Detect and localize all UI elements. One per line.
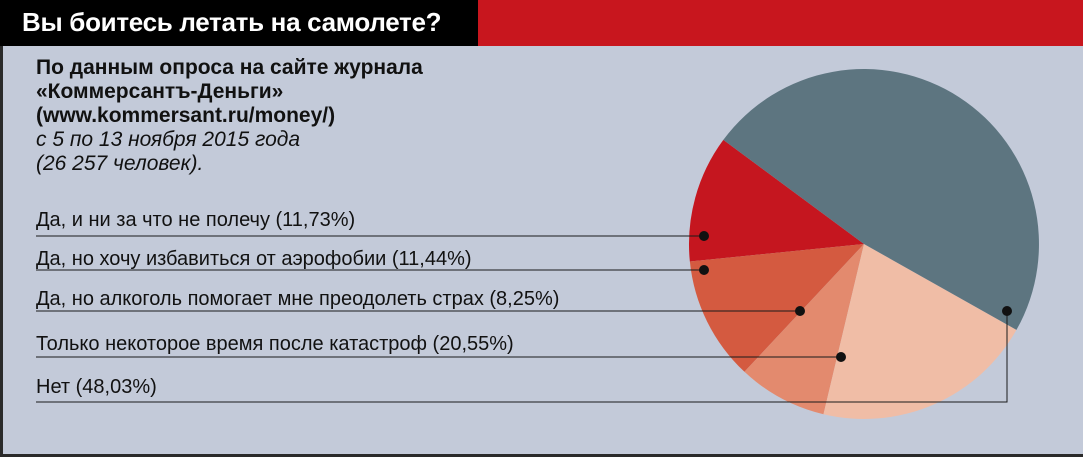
chart-title: Вы боитесь летать на самолете? [22, 7, 442, 37]
leader-dot-2 [699, 265, 709, 275]
leader-dot-5 [1002, 306, 1012, 316]
source-line-5: (26 257 человек). [36, 152, 204, 175]
pie-slice-4 [823, 244, 1017, 419]
title-bar: Вы боитесь летать на самолете? [0, 0, 1083, 46]
source-line-3: (www.kommersant.ru/money/) [36, 104, 336, 127]
pie-slice-1 [688, 139, 864, 262]
leader-dot-3 [795, 306, 805, 316]
source-line-4: с 5 по 13 ноября 2015 года [36, 128, 301, 151]
legend-label-4: Только некоторое время после катастроф (… [36, 333, 514, 355]
leader-dot-1 [699, 231, 709, 241]
legend-label-5: Нет (48,03%) [36, 376, 157, 398]
legend-label-3: Да, но алкоголь помогает мне преодолеть … [36, 288, 560, 310]
source-line-2: «Коммерсантъ-Деньги» [36, 80, 284, 103]
pie-slice-5 [723, 69, 1039, 330]
pie-slice-3 [744, 244, 864, 415]
leader-line-5 [36, 311, 1008, 403]
source-line-1: По данным опроса на сайте журнала [36, 56, 423, 79]
pie-slice-2 [689, 244, 864, 372]
leader-dot-4 [836, 352, 846, 362]
title-box: Вы боитесь летать на самолете? [0, 0, 478, 46]
legend-label-2: Да, но хочу избавиться от аэрофобии (11,… [36, 248, 472, 270]
legend-label-1: Да, и ни за что не полечу (11,73%) [36, 209, 356, 231]
